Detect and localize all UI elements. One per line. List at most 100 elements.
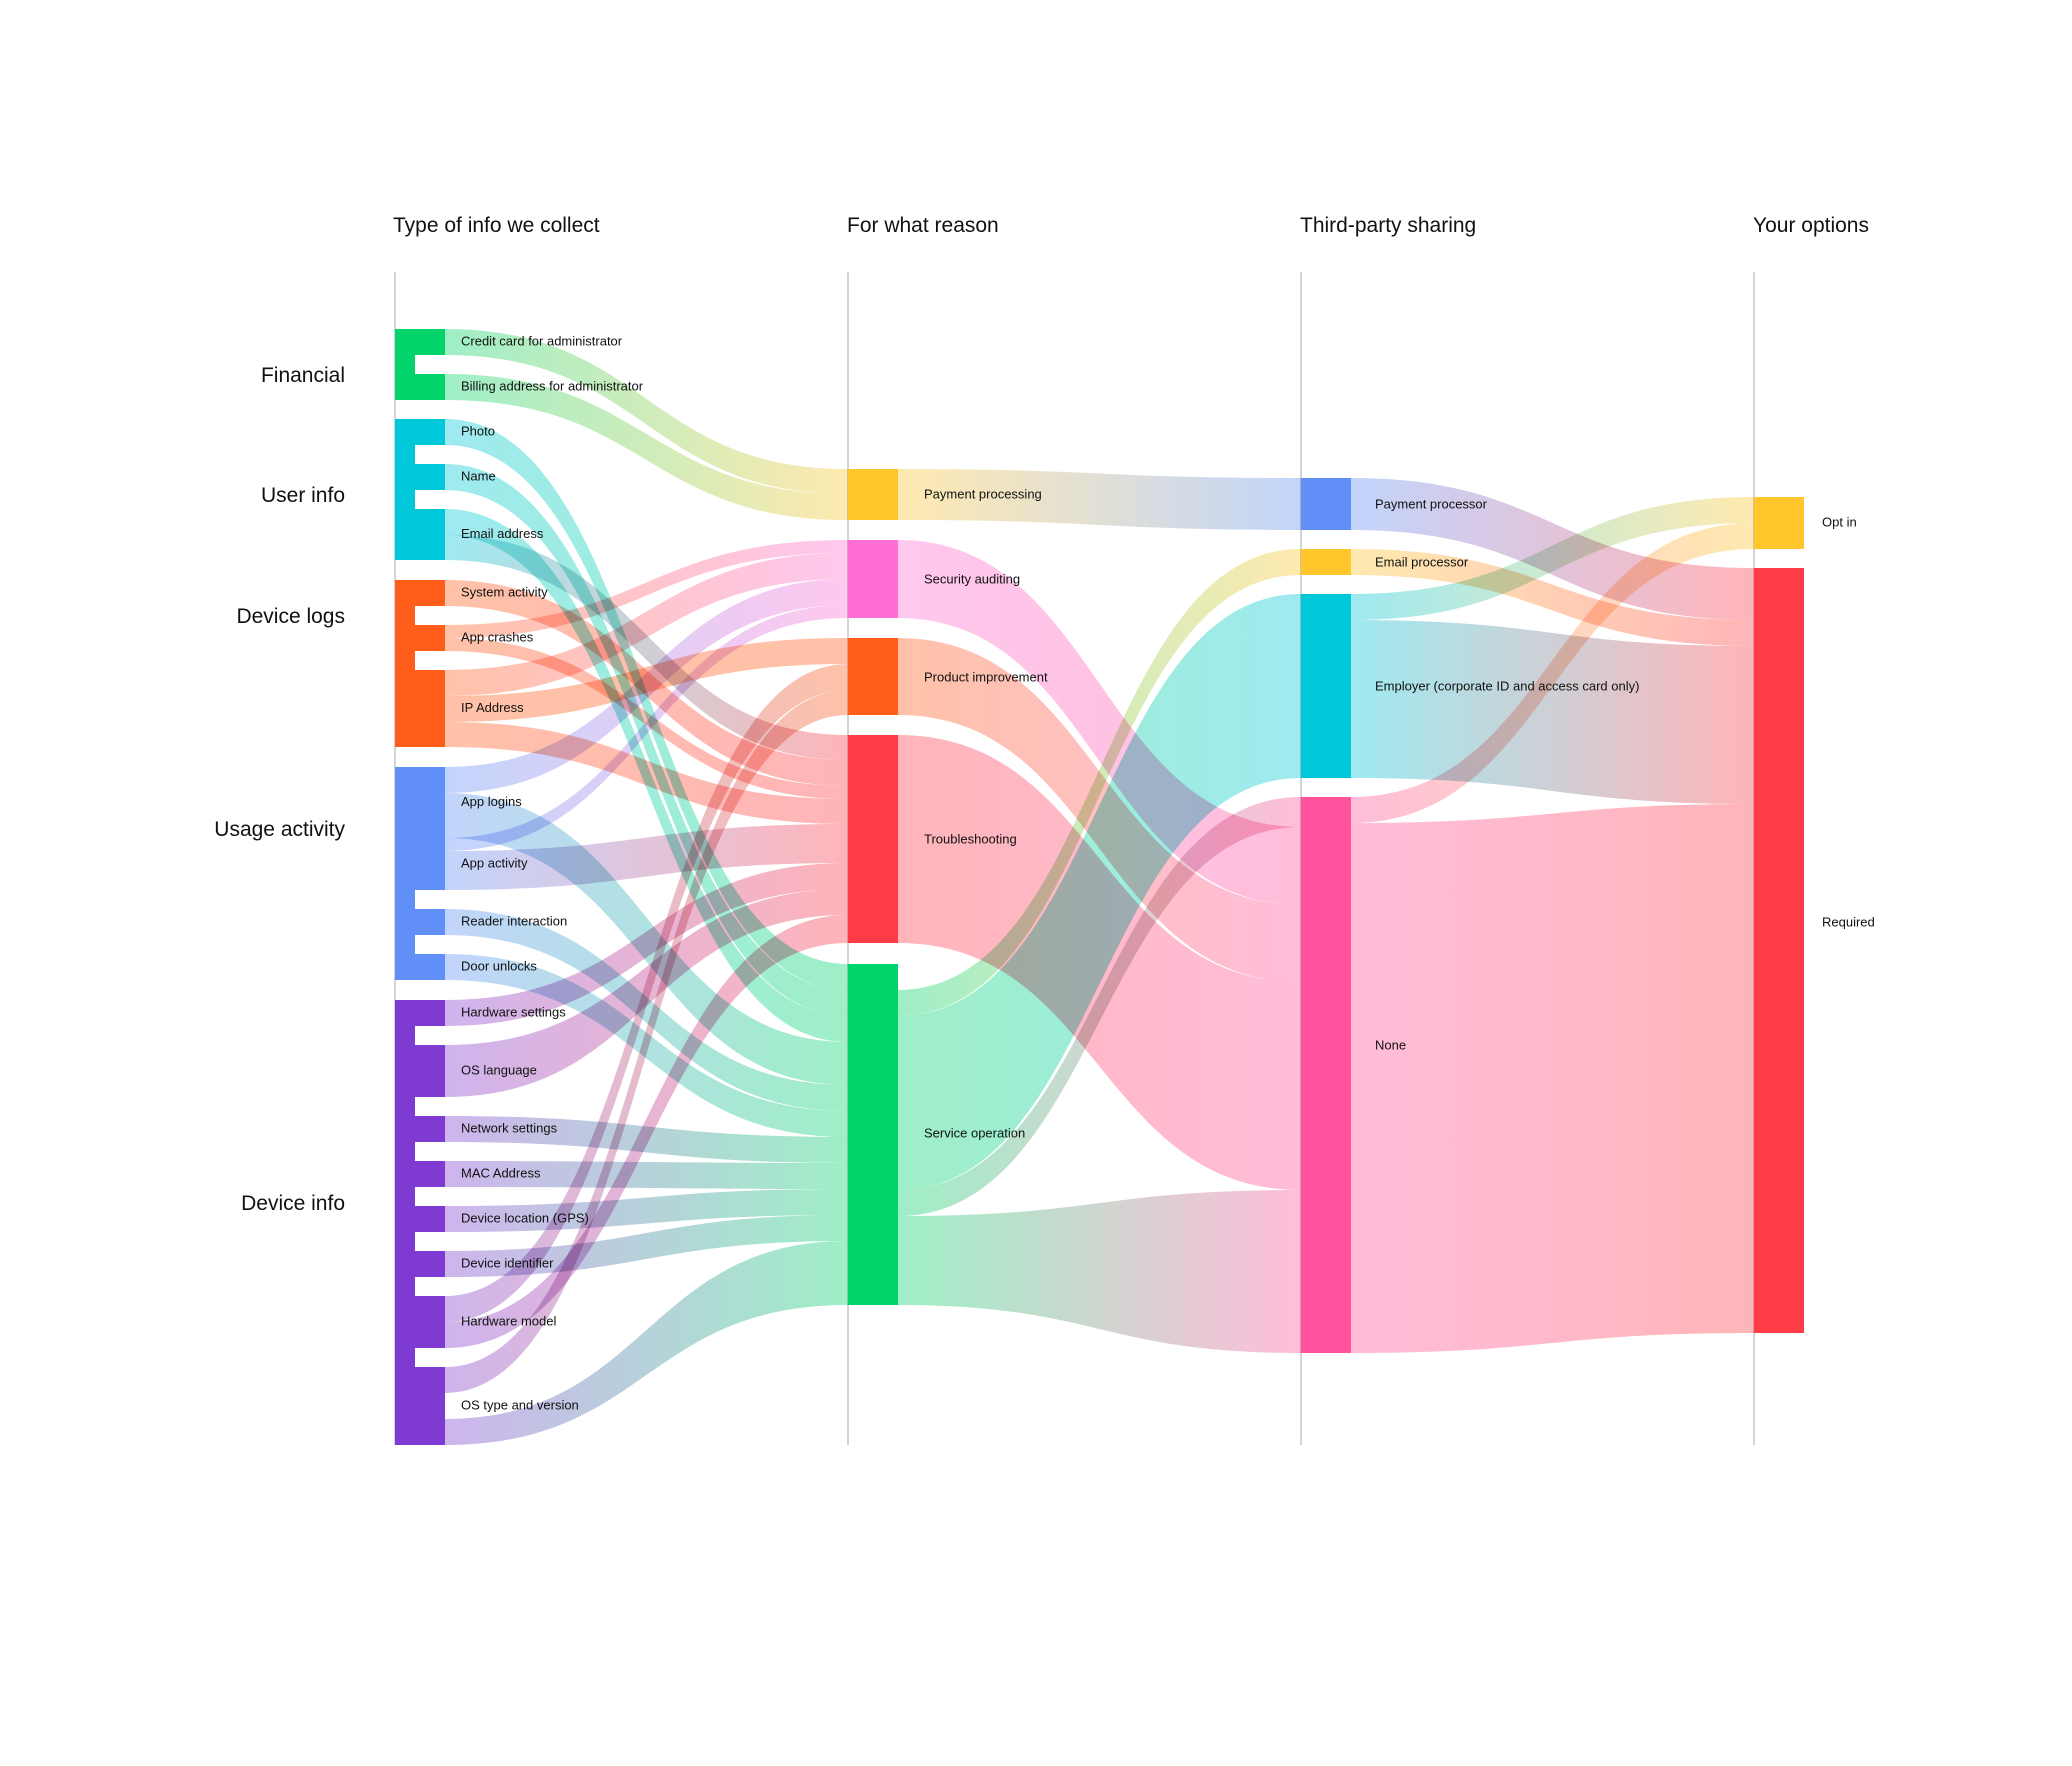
data-type-label-appact: App activity bbox=[461, 855, 528, 870]
sharing-label-employer: Employer (corporate ID and access card o… bbox=[1375, 678, 1639, 693]
group-label-device-logs: Device logs bbox=[236, 605, 345, 628]
node-gap bbox=[415, 1277, 445, 1296]
data-type-label-name: Name bbox=[461, 468, 496, 483]
group-label-usage-activity: Usage activity bbox=[214, 818, 345, 841]
node-gap bbox=[415, 1097, 445, 1116]
flow-nodes bbox=[395, 329, 1804, 1445]
data-type-label-crash: App crashes bbox=[461, 629, 534, 644]
data-type-label-mac: MAC Address bbox=[461, 1165, 541, 1180]
flow-link-employer-to-required bbox=[1351, 620, 1754, 804]
flow-link-hwmodel-to-prod bbox=[445, 664, 848, 1322]
reason-node-svc bbox=[848, 964, 898, 1305]
data-type-label-cc: Credit card for administrator bbox=[461, 333, 623, 348]
data-type-label-photo: Photo bbox=[461, 423, 495, 438]
reason-label-pay: Payment processing bbox=[924, 486, 1042, 501]
data-type-label-ip: IP Address bbox=[461, 700, 524, 715]
reason-label-svc: Service operation bbox=[924, 1125, 1025, 1140]
node-gap bbox=[415, 890, 445, 909]
reason-node-sec bbox=[848, 540, 898, 618]
data-type-label-email: Email address bbox=[461, 526, 544, 541]
data-type-label-devid: Device identifier bbox=[461, 1255, 554, 1270]
flow-link-cc-to-pay bbox=[445, 329, 848, 494]
flow-link-svc-to-none bbox=[898, 1190, 1301, 1353]
sharing-node-emailproc bbox=[1301, 549, 1351, 575]
flow-link-pay-to-payproc bbox=[898, 469, 1301, 530]
data-type-label-gps: Device location (GPS) bbox=[461, 1210, 589, 1225]
option-node-optin bbox=[1754, 497, 1804, 549]
data-type-label-logins: App logins bbox=[461, 794, 522, 809]
flow-link-crash-to-trouble bbox=[445, 638, 848, 799]
sharing-label-emailproc: Email processor bbox=[1375, 554, 1469, 569]
option-node-required bbox=[1754, 568, 1804, 1333]
reason-node-pay bbox=[848, 469, 898, 520]
sharing-label-payproc: Payment processor bbox=[1375, 496, 1488, 511]
data-type-label-ostype: OS type and version bbox=[461, 1397, 579, 1412]
flow-link-none-to-required bbox=[1351, 804, 1754, 1353]
column-title-sharing: Third-party sharing bbox=[1300, 214, 1476, 237]
flow-link-hwset-to-trouble bbox=[445, 863, 848, 1026]
sharing-node-employer bbox=[1301, 594, 1351, 778]
data-type-label-hwmodel: Hardware model bbox=[461, 1313, 556, 1328]
data-type-label-billing: Billing address for administrator bbox=[461, 378, 644, 393]
flow-link-email-to-trouble bbox=[445, 535, 848, 760]
node-gap bbox=[415, 606, 445, 625]
node-gap bbox=[415, 1232, 445, 1251]
flow-link-ostype-to-prod bbox=[445, 690, 848, 1393]
data-type-label-door: Door unlocks bbox=[461, 958, 537, 973]
group-bar-user bbox=[395, 419, 445, 560]
flow-link-appact-to-sec bbox=[445, 605, 848, 851]
column-title-options: Your options bbox=[1753, 214, 1869, 237]
column-title-reasons: For what reason bbox=[847, 214, 999, 237]
node-gap bbox=[415, 1142, 445, 1161]
flow-links bbox=[445, 329, 1754, 1445]
node-gap bbox=[415, 651, 445, 670]
reason-node-trouble bbox=[848, 735, 898, 943]
node-labels: Credit card for administrator Billing add… bbox=[461, 333, 1875, 1412]
data-type-label-sysact: System activity bbox=[461, 584, 548, 599]
group-label-financial: Financial bbox=[261, 364, 345, 387]
node-gap bbox=[415, 490, 445, 509]
flow-link-hwmodel-to-trouble bbox=[445, 915, 848, 1348]
flow-link-reader-to-svc bbox=[445, 909, 848, 1111]
flow-link-ostype-to-svc bbox=[445, 1241, 848, 1445]
flow-link-svc-to-employer bbox=[898, 594, 1301, 1042]
flow-link-logins-to-sec bbox=[445, 579, 848, 793]
flow-link-svc-to-employer bbox=[898, 620, 1301, 1190]
flow-link-svc-to-emailproc bbox=[898, 549, 1301, 1016]
flow-link-gps-to-svc bbox=[445, 1189, 848, 1232]
flow-link-employer-to-optin bbox=[1351, 497, 1754, 620]
sharing-node-none bbox=[1301, 797, 1351, 1353]
flow-link-photo-to-svc bbox=[445, 419, 848, 990]
sharing-node-payproc bbox=[1301, 478, 1351, 530]
flow-link-billing-to-pay bbox=[445, 374, 848, 520]
sharing-label-none: None bbox=[1375, 1037, 1406, 1052]
data-type-label-hwset: Hardware settings bbox=[461, 1004, 566, 1019]
flow-link-emailproc-to-required bbox=[1351, 549, 1754, 646]
node-gap bbox=[415, 445, 445, 464]
reason-label-trouble: Troubleshooting bbox=[924, 831, 1017, 846]
column-title-data-types: Type of info we collect bbox=[393, 214, 600, 237]
node-gap bbox=[415, 1348, 445, 1367]
flow-link-ip-to-sec bbox=[445, 553, 848, 696]
node-gap bbox=[415, 1187, 445, 1206]
flow-link-svc-to-none bbox=[898, 797, 1301, 1216]
group-bar-device bbox=[395, 1000, 445, 1445]
data-type-label-netset: Network settings bbox=[461, 1120, 558, 1135]
reason-label-sec: Security auditing bbox=[924, 571, 1020, 586]
group-label-user-info: User info bbox=[261, 484, 345, 507]
reason-label-prod: Product improvement bbox=[924, 669, 1048, 684]
node-gap bbox=[415, 355, 445, 374]
option-label-optin: Opt in bbox=[1822, 514, 1857, 529]
data-type-label-oslang: OS language bbox=[461, 1062, 537, 1077]
flow-link-mac-to-svc bbox=[445, 1161, 848, 1189]
group-label-device-info: Device info bbox=[241, 1192, 345, 1215]
flow-link-crash-to-sec bbox=[445, 540, 848, 638]
reason-node-prod bbox=[848, 638, 898, 715]
flow-link-name-to-svc bbox=[445, 464, 848, 1016]
flow-link-appact-to-trouble bbox=[445, 824, 848, 890]
data-type-label-reader: Reader interaction bbox=[461, 913, 567, 928]
node-gap bbox=[415, 1026, 445, 1045]
option-label-required: Required bbox=[1822, 914, 1875, 929]
flow-link-devid-to-svc bbox=[445, 1215, 848, 1277]
